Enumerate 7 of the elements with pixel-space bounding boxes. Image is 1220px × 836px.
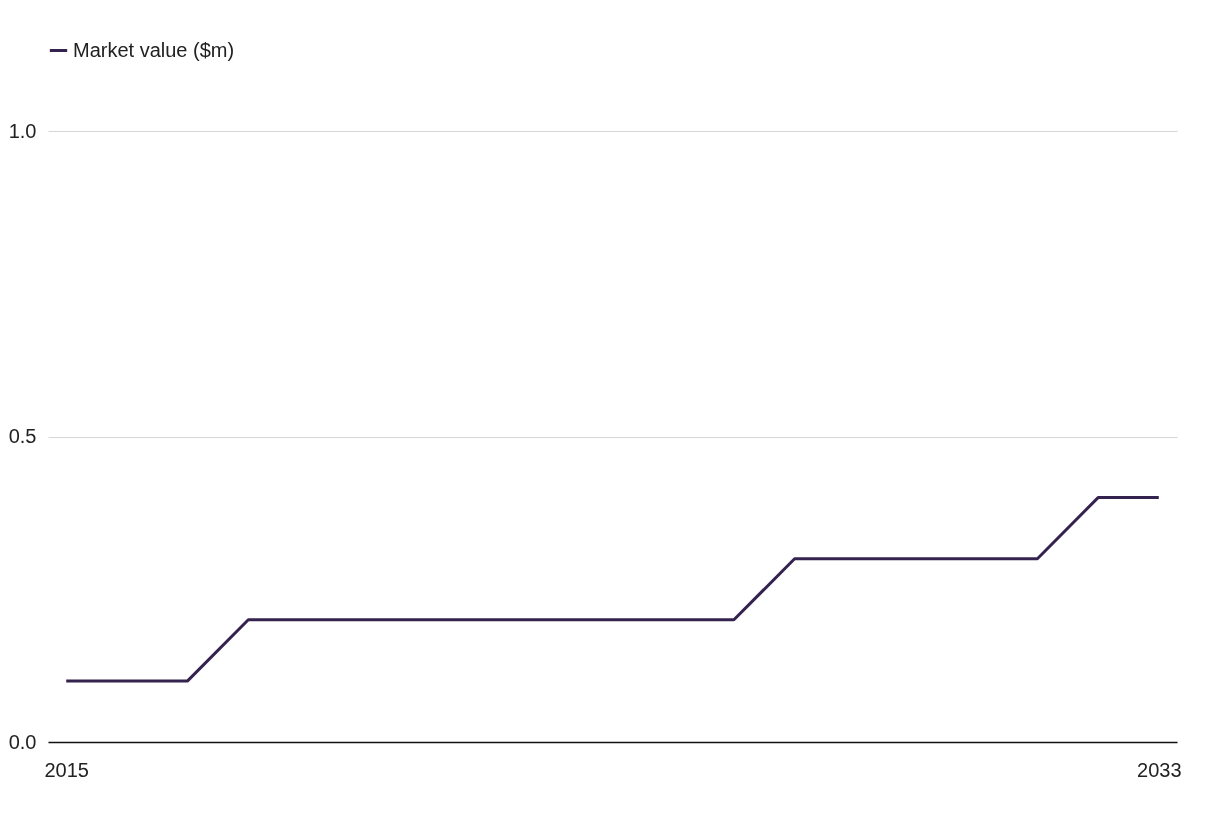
y-tick-label: 0.0 xyxy=(8,730,37,753)
y-tick-label: 1.0 xyxy=(8,119,37,142)
line-series xyxy=(64,496,1161,683)
legend-label: Market value ($m) xyxy=(73,38,235,61)
x-tick-label: 2033 xyxy=(1137,758,1182,781)
x-tick-label: 2015 xyxy=(44,758,89,781)
y-tick-label: 0.5 xyxy=(8,425,37,447)
